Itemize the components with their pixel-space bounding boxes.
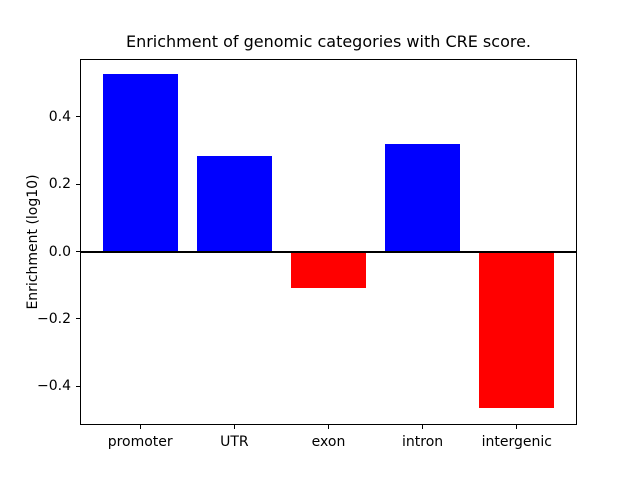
x-tick-mark bbox=[233, 425, 235, 429]
x-tick-label-exon: exon bbox=[311, 434, 346, 450]
bar-exon bbox=[290, 251, 367, 288]
x-tick-label-UTR: UTR bbox=[220, 434, 249, 450]
y-tick-mark bbox=[76, 116, 80, 118]
y-tick-label: 0.4 bbox=[48, 108, 71, 125]
bar-intron bbox=[385, 143, 461, 252]
y-tick-mark bbox=[76, 251, 80, 253]
x-tick-label-intron: intron bbox=[402, 434, 444, 450]
x-tick-label-promoter: promoter bbox=[107, 434, 173, 450]
bar-UTR bbox=[196, 156, 272, 252]
y-axis-label: Enrichment (log10) bbox=[25, 174, 41, 310]
bar-promoter bbox=[102, 73, 178, 252]
x-tick-mark bbox=[328, 425, 329, 429]
bar-intergenic bbox=[479, 251, 555, 409]
chart-title: Enrichment of genomic categories with CR… bbox=[125, 32, 532, 51]
x-tick-mark bbox=[422, 425, 424, 429]
y-tick-label: 0.0 bbox=[48, 243, 71, 260]
zero-baseline bbox=[80, 250, 577, 253]
y-tick-mark bbox=[76, 385, 80, 387]
x-tick-mark bbox=[139, 425, 141, 429]
y-tick-label: −0.2 bbox=[37, 310, 71, 327]
x-tick-mark bbox=[516, 425, 518, 429]
y-tick-label: −0.4 bbox=[37, 378, 71, 395]
x-tick-label-intergenic: intergenic bbox=[481, 434, 552, 450]
y-tick-mark bbox=[76, 318, 80, 320]
y-tick-mark bbox=[76, 183, 80, 185]
y-tick-label: 0.2 bbox=[48, 176, 71, 193]
